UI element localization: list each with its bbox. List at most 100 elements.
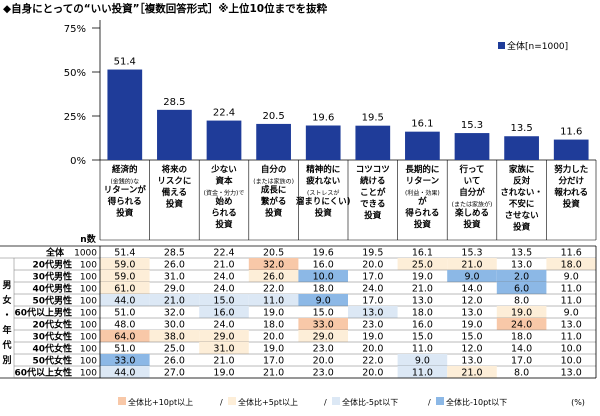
data-label: 16.1 (411, 119, 433, 130)
table-cell: 11.0 (561, 284, 582, 295)
footnote-label: 全体比-5pt以下 (342, 397, 398, 407)
table-cell-highlight (298, 270, 348, 282)
row-n: 100 (80, 321, 97, 331)
table-cell: 13.0 (461, 308, 482, 319)
category-label: 家族に (509, 164, 535, 175)
chart-title: ◆自身にとっての“いい投資”［複数回答形式］※上位10位までを抜粋 (3, 3, 328, 15)
row-label: 20代女性 (32, 319, 72, 331)
legend-swatch (498, 42, 505, 49)
table-cell: 9.0 (464, 272, 479, 283)
bar (107, 69, 143, 160)
table-cell: 19.0 (362, 332, 383, 343)
table-cell: 10.0 (561, 356, 582, 367)
table-cell: 21.0 (213, 356, 234, 367)
table-cell: 19.0 (412, 272, 433, 283)
table-cell: 16.0 (313, 260, 334, 271)
table-cell: 16.0 (412, 320, 433, 331)
table-cell: 44.0 (114, 296, 135, 307)
category-label: 得られる (107, 196, 142, 207)
table-cell-highlight (100, 330, 150, 342)
table-cell: 26.0 (164, 260, 185, 271)
bar (504, 136, 539, 160)
table-cell: 32.0 (263, 260, 284, 271)
table-cell-highlight (447, 270, 497, 282)
table-cell: 21.0 (263, 368, 284, 379)
table-cell: 15.0 (412, 332, 433, 343)
category-label: 投資 (463, 219, 481, 230)
category-label: 投資 (513, 222, 531, 233)
category-label: リスクに (157, 176, 191, 187)
bar (355, 125, 391, 160)
table-cell: 29.0 (164, 284, 185, 295)
category-label: 不安に (509, 199, 535, 210)
category-label: されない・ (500, 188, 543, 198)
row-label: 40代女性 (32, 343, 72, 355)
category-label: リターン (406, 176, 440, 187)
table-cell-highlight (496, 306, 547, 318)
table-cell-highlight (100, 354, 150, 366)
table-cell: 20.0 (362, 260, 383, 271)
category-label: (資金・労力)で (204, 189, 245, 197)
table-cell: 9.0 (564, 272, 579, 283)
category-label: (ストレスが (307, 189, 339, 197)
table-cell: 14.0 (461, 284, 482, 295)
table-cell-highlight (149, 294, 200, 306)
table-cell: 9.0 (316, 296, 331, 307)
bar (553, 139, 589, 160)
table-cell: 30.0 (164, 320, 185, 331)
category-label: 投資 (414, 219, 432, 230)
category-label: 得られる (404, 208, 439, 219)
table-cell: 24.0 (213, 272, 234, 283)
table-cell: 18.0 (561, 260, 582, 271)
table-cell-highlight (546, 258, 596, 270)
footnote-separator: / (324, 398, 327, 407)
table-cell-highlight (298, 318, 348, 330)
table-cell: 33.0 (313, 320, 334, 331)
table-cell-highlight (199, 342, 249, 354)
category-label: 反対 (513, 176, 531, 187)
table-cell: 15.3 (461, 248, 482, 259)
table-cell: 22.0 (263, 284, 284, 295)
table-cell: 19.5 (362, 248, 383, 259)
row-label: 30代男性 (32, 271, 72, 283)
table-cell-highlight (100, 282, 150, 294)
row-n: 100 (80, 297, 97, 307)
table-cell: 15.0 (461, 332, 482, 343)
table-cell: 9.0 (564, 308, 579, 319)
table-cell: 64.0 (114, 332, 135, 343)
bar (305, 125, 341, 160)
row-n: 1000 (74, 249, 97, 259)
table-cell-highlight (447, 366, 497, 378)
table-cell: 21.0 (461, 260, 482, 271)
table-cell: 20.0 (362, 344, 383, 355)
category-label: 将来の (162, 164, 188, 175)
category-label: 投資 (364, 210, 382, 221)
table-cell: 24.0 (213, 284, 234, 295)
table-cell: 11.0 (412, 368, 433, 379)
table-cell: 21.0 (412, 284, 433, 295)
table-cell: 21.0 (213, 260, 234, 271)
table-cell: 11.0 (412, 344, 433, 355)
table-cell: 13.0 (362, 308, 383, 319)
table-cell: 8.0 (514, 296, 529, 307)
table-cell: 28.5 (164, 248, 185, 259)
table-cell: 26.0 (164, 356, 185, 367)
category-label: 投資 (563, 199, 581, 210)
category-label: (利益・効果) (405, 189, 440, 197)
table-cell: 21.0 (461, 368, 482, 379)
category-label: できる (360, 200, 385, 210)
row-label: 40代男性 (32, 283, 72, 295)
table-cell: 17.0 (362, 296, 383, 307)
data-label: 22.4 (213, 108, 235, 119)
table-cell: 44.0 (114, 368, 135, 379)
bar (454, 133, 490, 160)
table-cell: 19.0 (213, 368, 234, 379)
footnote-label: 全体比-10pt以下 (446, 397, 507, 407)
row-label: 60代以上女性 (14, 367, 72, 379)
table-cell: 17.0 (362, 272, 383, 283)
table-cell: 11.6 (561, 248, 582, 259)
y-tick-label: 75% (64, 24, 86, 35)
table-cell: 13.0 (561, 368, 582, 379)
table-cell: 59.0 (114, 272, 135, 283)
